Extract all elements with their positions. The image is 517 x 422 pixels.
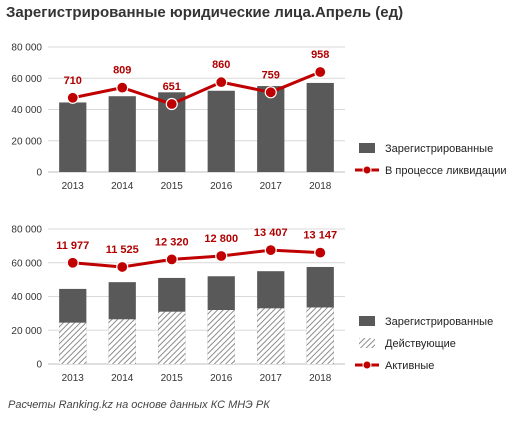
legend-swatch-marker [362, 165, 372, 175]
line-point [66, 91, 79, 104]
series-line [72, 70, 321, 106]
legend-swatch [359, 316, 375, 326]
y-tick-label: 0 [36, 168, 42, 179]
legend-label: Зарегистрированные [385, 316, 493, 328]
data-label: 958 [311, 49, 329, 61]
bar [108, 96, 136, 172]
line-point [314, 65, 327, 79]
bar-hatched [59, 322, 87, 364]
chart-bottom: 0 20 000 40 000 60 000 80 000 2013 2014 2015 201… [0, 210, 517, 395]
bar [306, 82, 334, 172]
x-tick-label: 2016 [210, 373, 233, 384]
x-tick-label: 2018 [309, 181, 332, 192]
line-point [215, 76, 228, 89]
bar [207, 90, 235, 172]
page-title: Зарегистрированные юридические лица.Апре… [6, 4, 404, 21]
x-tick-label: 2014 [111, 373, 134, 384]
y-tick-label: 60 000 [11, 74, 42, 85]
data-label: 860 [212, 59, 230, 71]
x-tick-label: 2013 [62, 373, 85, 384]
data-label: 12 800 [204, 233, 238, 245]
data-label: 11 977 [56, 240, 89, 252]
bar-hatched [257, 308, 285, 364]
line-point [215, 249, 228, 263]
x-tick-label: 2017 [260, 373, 283, 384]
legend-label: Активные [385, 360, 434, 372]
y-tick-label: 40 000 [11, 105, 42, 116]
bar-hatched [306, 307, 334, 364]
x-tick-label: 2018 [309, 373, 332, 384]
x-tick-label: 2015 [161, 373, 184, 384]
data-label: 651 [163, 81, 181, 93]
line-point [116, 81, 129, 94]
source-note: Расчеты Ranking.kz на основе данных КС М… [8, 399, 270, 411]
data-label: 809 [113, 65, 131, 77]
bar-hatched [108, 319, 136, 364]
x-tick-label: 2016 [210, 181, 233, 192]
bar-hatched [158, 311, 186, 364]
data-label: 710 [64, 75, 82, 87]
chart-top: 0 20 000 40 000 60 000 80 000 2013 2014 2015 201… [0, 30, 517, 200]
chart-top-svg: 0 20 000 40 000 60 000 80 000 2013 2014 2015 201… [11, 43, 507, 193]
y-tick-label: 60 000 [11, 258, 42, 269]
bar [59, 102, 87, 172]
y-tick-label: 20 000 [11, 136, 42, 147]
y-tick-label: 80 000 [11, 225, 42, 236]
line-point [165, 253, 178, 266]
data-label: 13 147 [303, 230, 337, 242]
line-point [264, 243, 277, 257]
legend-label: Зарегистрированные [385, 143, 493, 155]
line-point [264, 86, 277, 99]
line-point [66, 256, 79, 269]
line-point [314, 246, 327, 259]
y-tick-label: 20 000 [11, 326, 42, 337]
legend-swatch-marker [362, 360, 372, 370]
x-tick-label: 2017 [260, 181, 283, 192]
y-tick-label: 0 [36, 360, 42, 371]
chart-bottom-svg: 0 20 000 40 000 60 000 80 000 2013 2014 2015 201… [11, 225, 493, 385]
series-line [72, 248, 321, 269]
x-tick-label: 2013 [62, 181, 85, 192]
x-tick-label: 2014 [111, 181, 134, 192]
bar [257, 86, 285, 172]
y-tick-label: 40 000 [11, 292, 42, 303]
line-point [165, 97, 178, 111]
legend-swatch [359, 143, 375, 153]
y-tick-label: 80 000 [11, 43, 42, 54]
line-point [116, 260, 129, 274]
data-label: 759 [262, 69, 280, 81]
legend-label: В процессе ликвидации [385, 165, 507, 177]
data-label: 12 320 [155, 236, 189, 248]
data-label: 13 407 [254, 227, 288, 239]
x-tick-label: 2015 [161, 181, 184, 192]
data-label: 11 525 [106, 244, 139, 256]
legend-swatch [359, 338, 375, 348]
legend-label: Действующие [385, 338, 456, 350]
bar-hatched [207, 310, 235, 364]
